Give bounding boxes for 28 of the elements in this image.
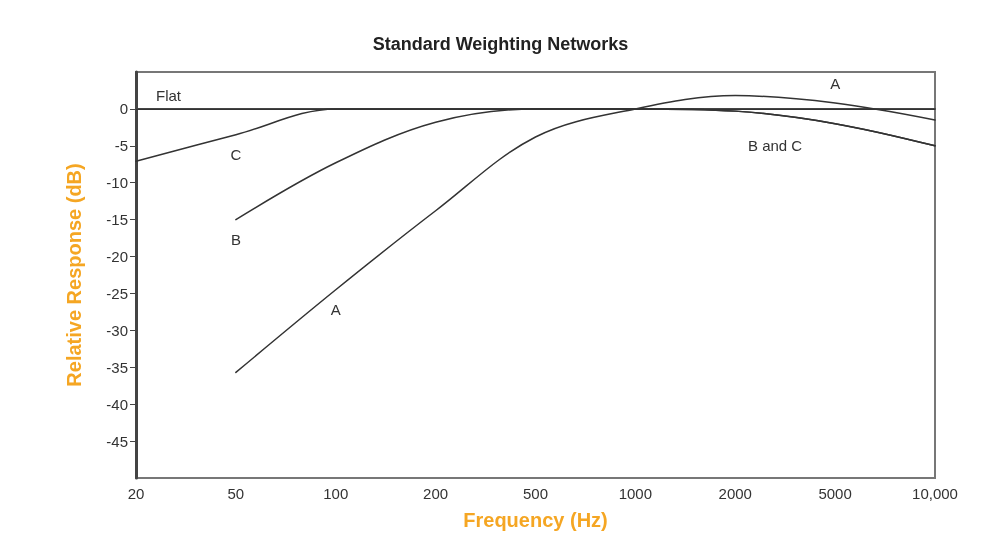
x-tick-label: 500 [522,485,549,502]
x-axis-title: Frequency (Hz) [463,509,608,531]
y-tick-label: 0 [119,100,128,118]
y-tick-label: -15 [106,211,128,229]
y-tick-label: -35 [106,358,128,376]
y-tick-label: -10 [106,174,128,192]
y-axis-title: Relative Response (dB) [63,163,85,387]
y-tick-label: -45 [106,432,128,450]
series-label: A [330,300,341,318]
y-tick-label: -25 [106,284,128,302]
x-tick-label: 5000 [818,485,852,502]
ref-line-label: Flat [156,86,182,104]
y-tick-label: -40 [106,395,128,413]
series-label: C [230,145,242,163]
x-tick-label: 10,000 [912,485,958,502]
chart-title: Standard Weighting Networks [372,34,629,54]
series-label: B [230,230,241,248]
x-tick-label: 50 [227,485,245,502]
text: A [830,75,841,92]
y-tick-label: -5 [114,137,128,155]
x-tick-label: 2000 [718,485,752,502]
x-tick-label: 1000 [618,485,653,502]
y-tick-label: -20 [106,248,128,266]
x-tick-label: 200 [423,485,449,502]
x-tick-label: 100 [323,485,349,502]
y-tick-label: -30 [106,321,128,339]
annotation: B and C [748,137,803,154]
x-tick-label: 20 [127,485,145,502]
